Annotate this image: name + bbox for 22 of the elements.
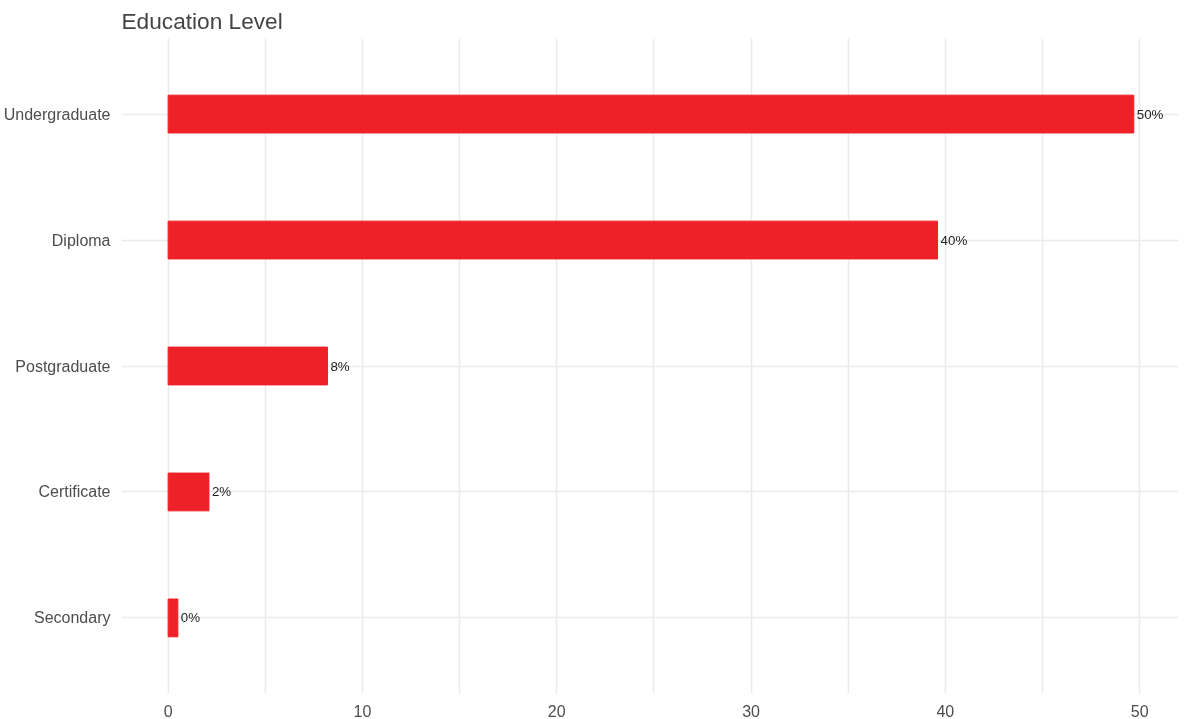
- x-tick-label: 30: [742, 702, 761, 719]
- y-tick-label: Diploma: [51, 231, 111, 249]
- x-tick-label: 20: [547, 702, 566, 719]
- y-tick-label: Undergraduate: [3, 105, 111, 123]
- x-tick-label: 0: [163, 702, 173, 719]
- y-tick-label: Certificate: [38, 483, 111, 501]
- bar: [167, 346, 328, 386]
- x-tick-label: 10: [353, 702, 372, 719]
- y-tick-label: Postgraduate: [15, 357, 111, 375]
- data-label: 40%: [940, 232, 968, 248]
- bar: [167, 94, 1135, 134]
- x-tick-label: 40: [936, 702, 955, 719]
- y-tick-label: Secondary: [34, 609, 111, 627]
- x-tick-label: 50: [1130, 702, 1149, 719]
- data-label: 0%: [180, 610, 201, 626]
- data-label: 50%: [1136, 106, 1164, 122]
- chart-title: Education Level: [121, 7, 283, 34]
- bar: [167, 598, 179, 638]
- bar: [167, 472, 210, 512]
- bar: [167, 220, 939, 260]
- data-label: 2%: [211, 484, 232, 500]
- data-label: 8%: [330, 358, 350, 374]
